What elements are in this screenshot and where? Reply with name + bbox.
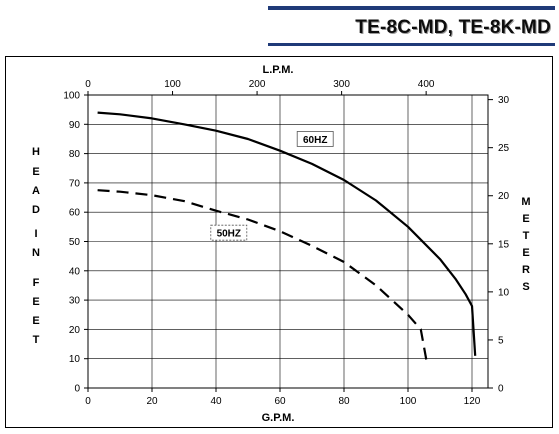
- x-axis-title: G.P.M.: [262, 412, 295, 424]
- x-axis-tick-label: 0: [85, 396, 91, 407]
- series-line-60hz: [97, 111, 477, 356]
- series-label-box: [210, 224, 248, 241]
- y-axis-title-letter: E: [32, 315, 39, 327]
- y-axis-tick-label: 40: [69, 266, 81, 277]
- series-label-box: [296, 131, 334, 147]
- y-axis-title-letter: E: [32, 296, 39, 308]
- series-line-50hz: [97, 189, 429, 365]
- x2-axis-title: L.P.M.: [263, 64, 294, 76]
- header: TE-8C-MD, TE-8K-MD: [0, 0, 559, 52]
- y2-axis-title-letter: E: [522, 213, 529, 225]
- y-axis-title-letter: D: [32, 204, 40, 216]
- y2-axis-tick-label: 5: [498, 335, 504, 346]
- x2-axis-tick-label: 300: [333, 79, 350, 90]
- x-axis-tick-label: 40: [210, 396, 222, 407]
- x-axis-tick-label: 60: [274, 396, 286, 407]
- y-axis-title-letter: T: [33, 334, 40, 346]
- y2-axis-tick-label: 30: [498, 95, 510, 106]
- header-top-rule: [268, 6, 555, 10]
- chart-frame: [5, 56, 553, 428]
- y-axis-tick-label: 60: [69, 208, 81, 219]
- y-axis-tick-label: 80: [69, 149, 81, 160]
- y-axis-title-letter: N: [32, 247, 40, 259]
- y2-axis-tick-label: 0: [498, 384, 504, 395]
- y-axis-tick-label: 10: [69, 354, 81, 365]
- x2-axis-tick-label: 400: [418, 79, 435, 90]
- x2-axis-tick-label: 0: [85, 79, 91, 90]
- x-axis-tick-label: 80: [338, 396, 350, 407]
- y-axis-tick-label: 50: [69, 237, 81, 248]
- y2-axis-title-letter: E: [522, 247, 529, 259]
- y-axis-title-letter: E: [32, 166, 39, 178]
- x2-axis-tick-label: 200: [249, 79, 266, 90]
- page-title: TE-8C-MD, TE-8K-MD: [355, 17, 551, 38]
- y-axis-title-letter: I: [34, 228, 37, 240]
- y2-axis-tick-label: 10: [498, 287, 510, 298]
- y2-axis-title-letter: R: [522, 264, 530, 276]
- series-label: 50HZ: [217, 229, 241, 240]
- y2-axis-title-letter: M: [521, 196, 530, 208]
- y-axis-title-letter: A: [32, 185, 40, 197]
- y-axis-tick-label: 30: [69, 296, 81, 307]
- y-axis-tick-label: 100: [63, 91, 80, 102]
- y2-axis-tick-label: 25: [498, 143, 510, 154]
- y-axis-tick-label: 70: [69, 178, 81, 189]
- y2-axis-tick-label: 15: [498, 239, 510, 250]
- x-axis-tick-label: 100: [400, 396, 417, 407]
- x2-axis-tick-label: 100: [164, 79, 181, 90]
- y2-axis-tick-label: 20: [498, 191, 510, 202]
- y-axis-tick-label: 0: [74, 384, 80, 395]
- y2-axis-title-letter: S: [522, 281, 529, 293]
- x-axis-tick-label: 20: [146, 396, 158, 407]
- series-label: 60HZ: [303, 135, 327, 146]
- y2-axis-title-letter: T: [523, 230, 530, 242]
- y-axis-tick-label: 90: [69, 120, 81, 131]
- header-underline: [268, 43, 555, 46]
- y-axis-title-letter: F: [33, 277, 40, 289]
- y-axis-tick-label: 20: [69, 325, 81, 336]
- x-axis-tick-label: 120: [464, 396, 481, 407]
- y-axis-title-letter: H: [32, 146, 40, 158]
